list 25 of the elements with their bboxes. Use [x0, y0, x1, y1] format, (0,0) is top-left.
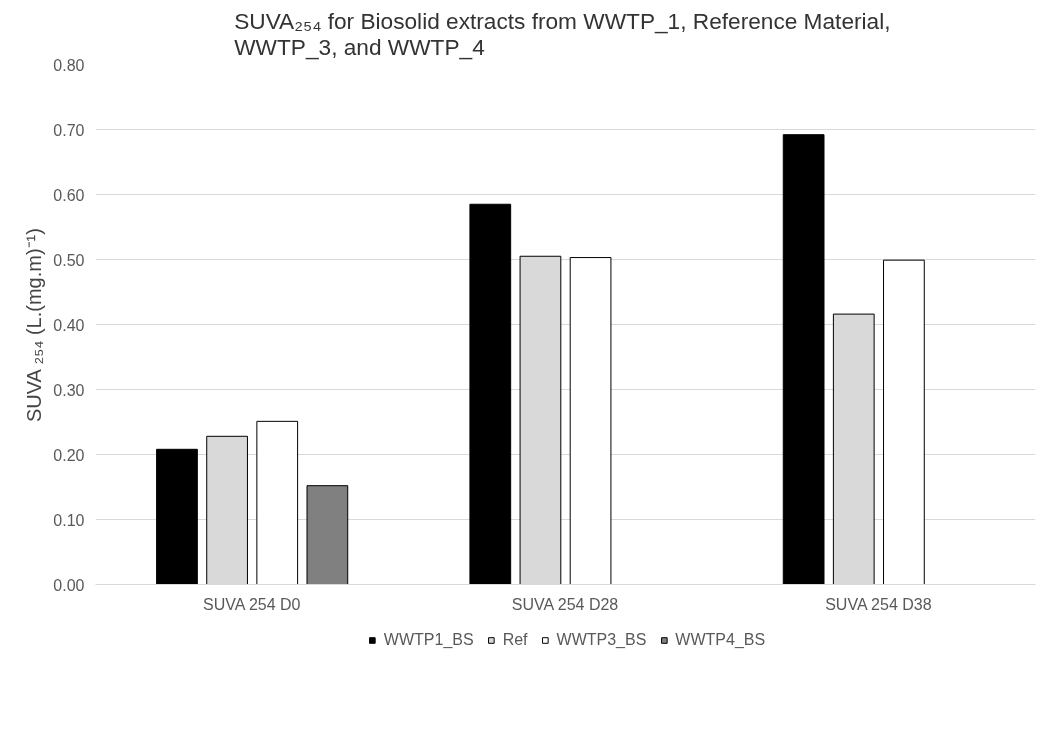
y-tick-label: 0.00	[53, 576, 85, 594]
bar	[306, 485, 349, 585]
bar	[256, 420, 299, 585]
y-tick-label: 0.60	[53, 186, 85, 204]
y-tick-label: 0.30	[53, 381, 85, 399]
bar	[156, 448, 198, 585]
x-tick-label: SUVA 254 D38	[825, 595, 932, 613]
legend-label: WWTP4_BS	[675, 631, 766, 649]
legend-label: WWTP3_BS	[556, 631, 647, 649]
y-tick-label: 0.80	[53, 56, 85, 74]
x-tick-label: SUVA 254 D28	[511, 595, 619, 613]
y-axis-title: SUVA ₂₅₄ (L.(mg.m)⁻¹)	[23, 228, 46, 423]
chart-title: SUVA₂₅₄ for Biosolid extracts from WWTP_1, Reference Material, WWTP_3, and WWTP_4	[234, 7, 891, 60]
legend-label: WWTP1_BS	[383, 631, 474, 649]
y-tick-label: 0.20	[53, 446, 85, 464]
bar	[883, 259, 925, 585]
bar	[469, 203, 512, 585]
y-tick-label: 0.70	[53, 121, 85, 139]
bar	[782, 134, 825, 585]
legend-label: Ref	[502, 631, 528, 649]
y-tick-label: 0.10	[53, 511, 85, 529]
y-tick-label: 0.40	[53, 316, 85, 334]
y-tick-label: 0.50	[53, 251, 85, 269]
x-tick-label: SUVA 254 D0	[202, 595, 301, 613]
bar	[569, 257, 612, 585]
